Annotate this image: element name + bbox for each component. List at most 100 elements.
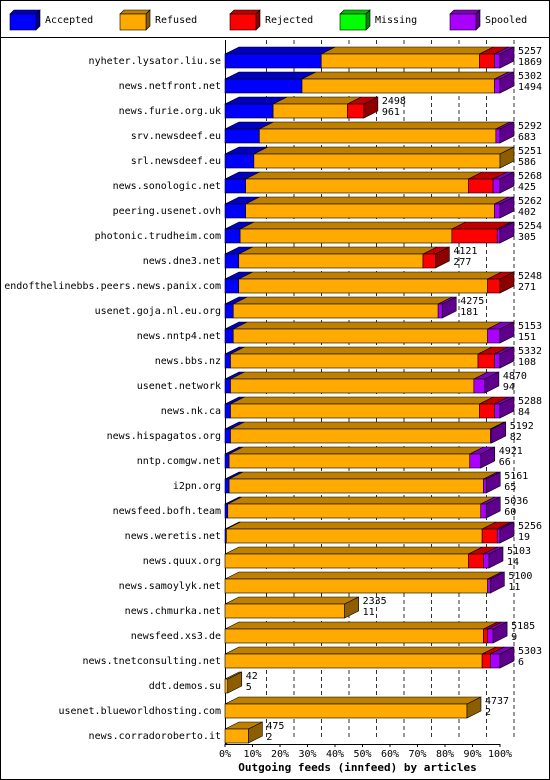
x-tick-label: 70%	[408, 749, 426, 760]
feed-name: usenet.network	[137, 381, 221, 392]
accepted-count: 5	[246, 682, 252, 693]
legend-label: Missing	[375, 15, 417, 26]
accepted-count: 683	[518, 132, 536, 143]
bar-segment-spooled	[495, 128, 501, 144]
total-count: 5302	[518, 71, 542, 82]
bar-end-side	[480, 446, 496, 469]
accepted-count: 82	[510, 432, 522, 443]
legend-swatch	[339, 13, 367, 31]
bar-segment-accepted	[224, 78, 303, 94]
bar-segment-refused	[238, 278, 488, 294]
bar-segment-accepted-top	[224, 46, 336, 55]
legend-label: Accepted	[45, 15, 93, 26]
bar-end-side	[499, 221, 515, 244]
x-tick-label: 100%	[488, 749, 512, 760]
bar-segment-refused	[301, 78, 495, 94]
total-count: 4921	[499, 446, 523, 457]
feed-name: photonic.trudheim.com	[95, 231, 221, 242]
bar-end-side	[344, 596, 359, 619]
bar-segment-refused	[224, 653, 483, 669]
bar-end-side	[484, 371, 500, 394]
x-tick-label: 20%	[271, 749, 289, 760]
legend-swatch-top	[449, 9, 481, 15]
legend-swatch-side	[35, 9, 41, 31]
accepted-count: 11	[508, 582, 520, 593]
total-count: 4870	[503, 371, 527, 382]
accepted-count: 2	[266, 732, 272, 743]
bar-segment-refused	[272, 103, 348, 119]
x-tick-label: 0%	[219, 749, 231, 760]
accepted-count: 1494	[518, 82, 542, 93]
bar-segment-refused-top	[224, 621, 498, 630]
feed-name: srl.newsdeef.eu	[131, 156, 221, 167]
bar-segment-refused	[224, 628, 484, 644]
bar-segment-accepted	[224, 353, 231, 369]
bar-segment-refused	[238, 253, 424, 269]
bar-end-side	[248, 721, 263, 744]
accepted-count: 151	[518, 332, 536, 343]
total-count: 4121	[453, 246, 477, 257]
bar-end-side	[491, 421, 507, 444]
bar-end-side	[499, 71, 515, 94]
total-count: 4737	[485, 696, 509, 707]
legend-swatch	[119, 13, 147, 31]
total-count: 5153	[518, 321, 542, 332]
accepted-count: 586	[518, 157, 536, 168]
bar-segment-rejected	[347, 103, 365, 119]
bar-segment-spooled	[483, 478, 487, 494]
legend-item: Rejected	[229, 9, 313, 31]
bar-end-side	[227, 671, 243, 694]
bar-segment-rejected	[483, 628, 488, 644]
bar-segment-accepted	[224, 428, 231, 444]
feed-name: usenet.blueworldhosting.com	[58, 706, 221, 717]
feed-name: ddt.demos.su	[149, 681, 221, 692]
accepted-count: 402	[518, 207, 536, 218]
legend-item: Missing	[339, 9, 417, 31]
feed-row: ddt.demos.su 425	[149, 671, 258, 694]
bar-segment-spooled	[487, 578, 491, 594]
bar-segment-spooled	[473, 378, 486, 394]
bar-end-side	[499, 196, 515, 219]
accepted-count: 181	[460, 307, 478, 318]
total-count: 5100	[508, 571, 532, 582]
bar-segment-refused	[224, 703, 468, 719]
total-count: 5303	[518, 646, 542, 657]
total-count: 5185	[511, 621, 535, 632]
bar-segment-spooled	[494, 203, 501, 219]
bar-segment-rejected	[468, 553, 484, 569]
bar-segment-refused	[232, 303, 439, 319]
feed-row: endofthelinebbs.peers.news.panix.com 5248…	[4, 271, 542, 294]
total-count: 475	[266, 721, 284, 732]
accepted-count: 425	[518, 182, 536, 193]
bar-end-side	[435, 246, 450, 269]
legend-swatch-top	[229, 9, 261, 15]
bar-segment-refused	[224, 728, 249, 744]
bar-segment-refused-top	[239, 221, 467, 230]
feed-name: news.nntp4.net	[137, 331, 221, 342]
total-count: 5292	[518, 121, 542, 132]
bar-end-side	[499, 346, 515, 369]
bar-end-side	[485, 496, 501, 519]
accepted-count: 6	[518, 657, 524, 668]
bar-segment-refused	[259, 128, 497, 144]
feed-name: news.hispagatos.org	[107, 431, 221, 442]
total-count: 5254	[518, 221, 542, 232]
total-count: 5332	[518, 346, 542, 357]
feed-name: i2pn.org	[173, 481, 221, 492]
x-tick-label: 40%	[326, 749, 344, 760]
bar-segment-spooled	[480, 503, 487, 519]
feed-name: news.nk.ca	[161, 406, 221, 417]
bar-segment-rejected	[479, 53, 495, 69]
x-tick-label: 80%	[436, 749, 454, 760]
bar-end-side	[499, 46, 515, 69]
